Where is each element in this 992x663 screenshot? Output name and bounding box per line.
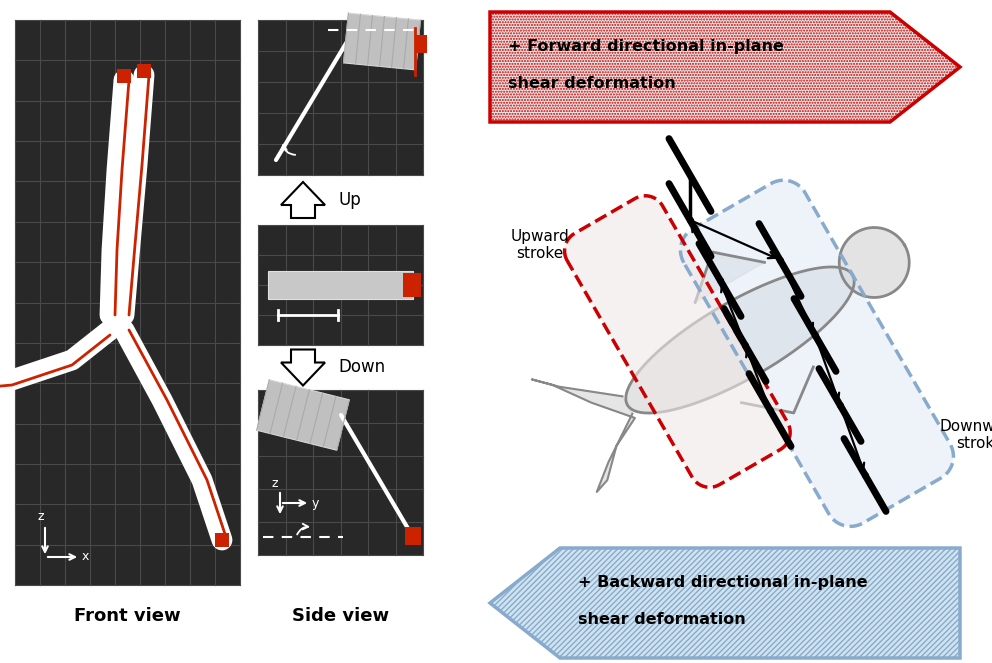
Bar bbox=[258, 20, 423, 175]
Polygon shape bbox=[626, 267, 854, 413]
Text: + Forward directional in-plane: + Forward directional in-plane bbox=[508, 40, 784, 54]
Text: x: x bbox=[82, 550, 89, 564]
Text: shear deformation: shear deformation bbox=[508, 76, 676, 91]
Bar bbox=[258, 225, 423, 345]
Bar bbox=[405, 527, 421, 545]
Polygon shape bbox=[490, 12, 960, 122]
Polygon shape bbox=[532, 379, 635, 492]
Text: + Backward directional in-plane: + Backward directional in-plane bbox=[578, 575, 868, 591]
Bar bbox=[117, 69, 131, 83]
Polygon shape bbox=[564, 196, 791, 487]
Text: z: z bbox=[272, 477, 279, 490]
Bar bbox=[15, 20, 240, 585]
Text: z: z bbox=[37, 510, 44, 523]
Text: Down: Down bbox=[338, 359, 385, 377]
Text: Up: Up bbox=[338, 191, 361, 209]
Bar bbox=[137, 64, 151, 78]
Bar bbox=[258, 390, 423, 555]
Text: shear deformation: shear deformation bbox=[578, 613, 746, 627]
Text: Upward
stroke: Upward stroke bbox=[511, 229, 569, 261]
Polygon shape bbox=[490, 548, 960, 658]
Text: y: y bbox=[312, 497, 319, 509]
Polygon shape bbox=[268, 271, 413, 299]
Polygon shape bbox=[839, 227, 910, 298]
Polygon shape bbox=[343, 13, 421, 70]
Polygon shape bbox=[281, 182, 325, 218]
Text: Downward
stroke: Downward stroke bbox=[939, 419, 992, 452]
Bar bbox=[415, 35, 427, 53]
Text: Side view: Side view bbox=[292, 607, 389, 625]
Bar bbox=[403, 273, 421, 297]
Polygon shape bbox=[281, 349, 325, 385]
Polygon shape bbox=[695, 252, 765, 302]
Bar bbox=[215, 533, 229, 547]
Text: Front view: Front view bbox=[74, 607, 181, 625]
Polygon shape bbox=[681, 180, 953, 526]
Polygon shape bbox=[257, 380, 349, 450]
